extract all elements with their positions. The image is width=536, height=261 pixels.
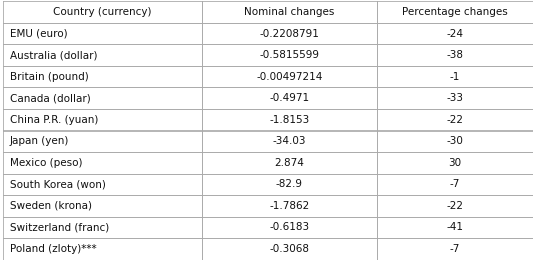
- Text: China P.R. (yuan): China P.R. (yuan): [10, 115, 98, 125]
- Bar: [377, 152, 533, 174]
- Text: -1.7862: -1.7862: [269, 201, 309, 211]
- Bar: [3, 130, 202, 152]
- Bar: [202, 130, 377, 152]
- Text: Sweden (krona): Sweden (krona): [10, 201, 92, 211]
- Text: -30: -30: [446, 136, 464, 146]
- Bar: [377, 109, 533, 130]
- Text: -24: -24: [446, 29, 464, 39]
- Bar: [202, 44, 377, 66]
- Bar: [3, 152, 202, 174]
- Text: Switzerland (franc): Switzerland (franc): [10, 222, 109, 232]
- Bar: [3, 1, 202, 23]
- Bar: [202, 195, 377, 217]
- Bar: [202, 238, 377, 260]
- Bar: [202, 217, 377, 238]
- Bar: [377, 195, 533, 217]
- Bar: [377, 130, 533, 152]
- Text: -0.3068: -0.3068: [269, 244, 309, 254]
- Bar: [3, 109, 202, 130]
- Text: Country (currency): Country (currency): [53, 7, 152, 17]
- Bar: [3, 87, 202, 109]
- Bar: [377, 44, 533, 66]
- Text: 2.874: 2.874: [274, 158, 304, 168]
- Bar: [202, 109, 377, 130]
- Text: 30: 30: [449, 158, 461, 168]
- Bar: [202, 66, 377, 87]
- Bar: [202, 174, 377, 195]
- Bar: [377, 174, 533, 195]
- Bar: [3, 174, 202, 195]
- Text: -7: -7: [450, 179, 460, 189]
- Text: Poland (zloty)***: Poland (zloty)***: [10, 244, 96, 254]
- Bar: [202, 1, 377, 23]
- Bar: [377, 23, 533, 44]
- Text: -33: -33: [446, 93, 464, 103]
- Text: -0.00497214: -0.00497214: [256, 72, 323, 82]
- Text: -1.8153: -1.8153: [269, 115, 309, 125]
- Bar: [377, 66, 533, 87]
- Text: -0.5815599: -0.5815599: [259, 50, 319, 60]
- Text: -0.2208791: -0.2208791: [259, 29, 319, 39]
- Text: -34.03: -34.03: [272, 136, 306, 146]
- Text: Britain (pound): Britain (pound): [10, 72, 88, 82]
- Bar: [202, 152, 377, 174]
- Text: Nominal changes: Nominal changes: [244, 7, 334, 17]
- Bar: [3, 195, 202, 217]
- Bar: [377, 217, 533, 238]
- Bar: [3, 238, 202, 260]
- Bar: [3, 23, 202, 44]
- Bar: [377, 87, 533, 109]
- Text: -22: -22: [446, 115, 464, 125]
- Bar: [3, 217, 202, 238]
- Text: Japan (yen): Japan (yen): [10, 136, 69, 146]
- Text: -41: -41: [446, 222, 464, 232]
- Text: -38: -38: [446, 50, 464, 60]
- Text: Percentage changes: Percentage changes: [402, 7, 508, 17]
- Text: Canada (dollar): Canada (dollar): [10, 93, 91, 103]
- Bar: [377, 238, 533, 260]
- Bar: [3, 44, 202, 66]
- Bar: [202, 23, 377, 44]
- Text: South Korea (won): South Korea (won): [10, 179, 106, 189]
- Text: EMU (euro): EMU (euro): [10, 29, 67, 39]
- Bar: [202, 87, 377, 109]
- Text: -1: -1: [450, 72, 460, 82]
- Text: -7: -7: [450, 244, 460, 254]
- Text: Australia (dollar): Australia (dollar): [10, 50, 97, 60]
- Text: -82.9: -82.9: [276, 179, 303, 189]
- Text: Mexico (peso): Mexico (peso): [10, 158, 82, 168]
- Text: -22: -22: [446, 201, 464, 211]
- Bar: [377, 1, 533, 23]
- Bar: [3, 66, 202, 87]
- Text: -0.4971: -0.4971: [269, 93, 309, 103]
- Text: -0.6183: -0.6183: [269, 222, 309, 232]
